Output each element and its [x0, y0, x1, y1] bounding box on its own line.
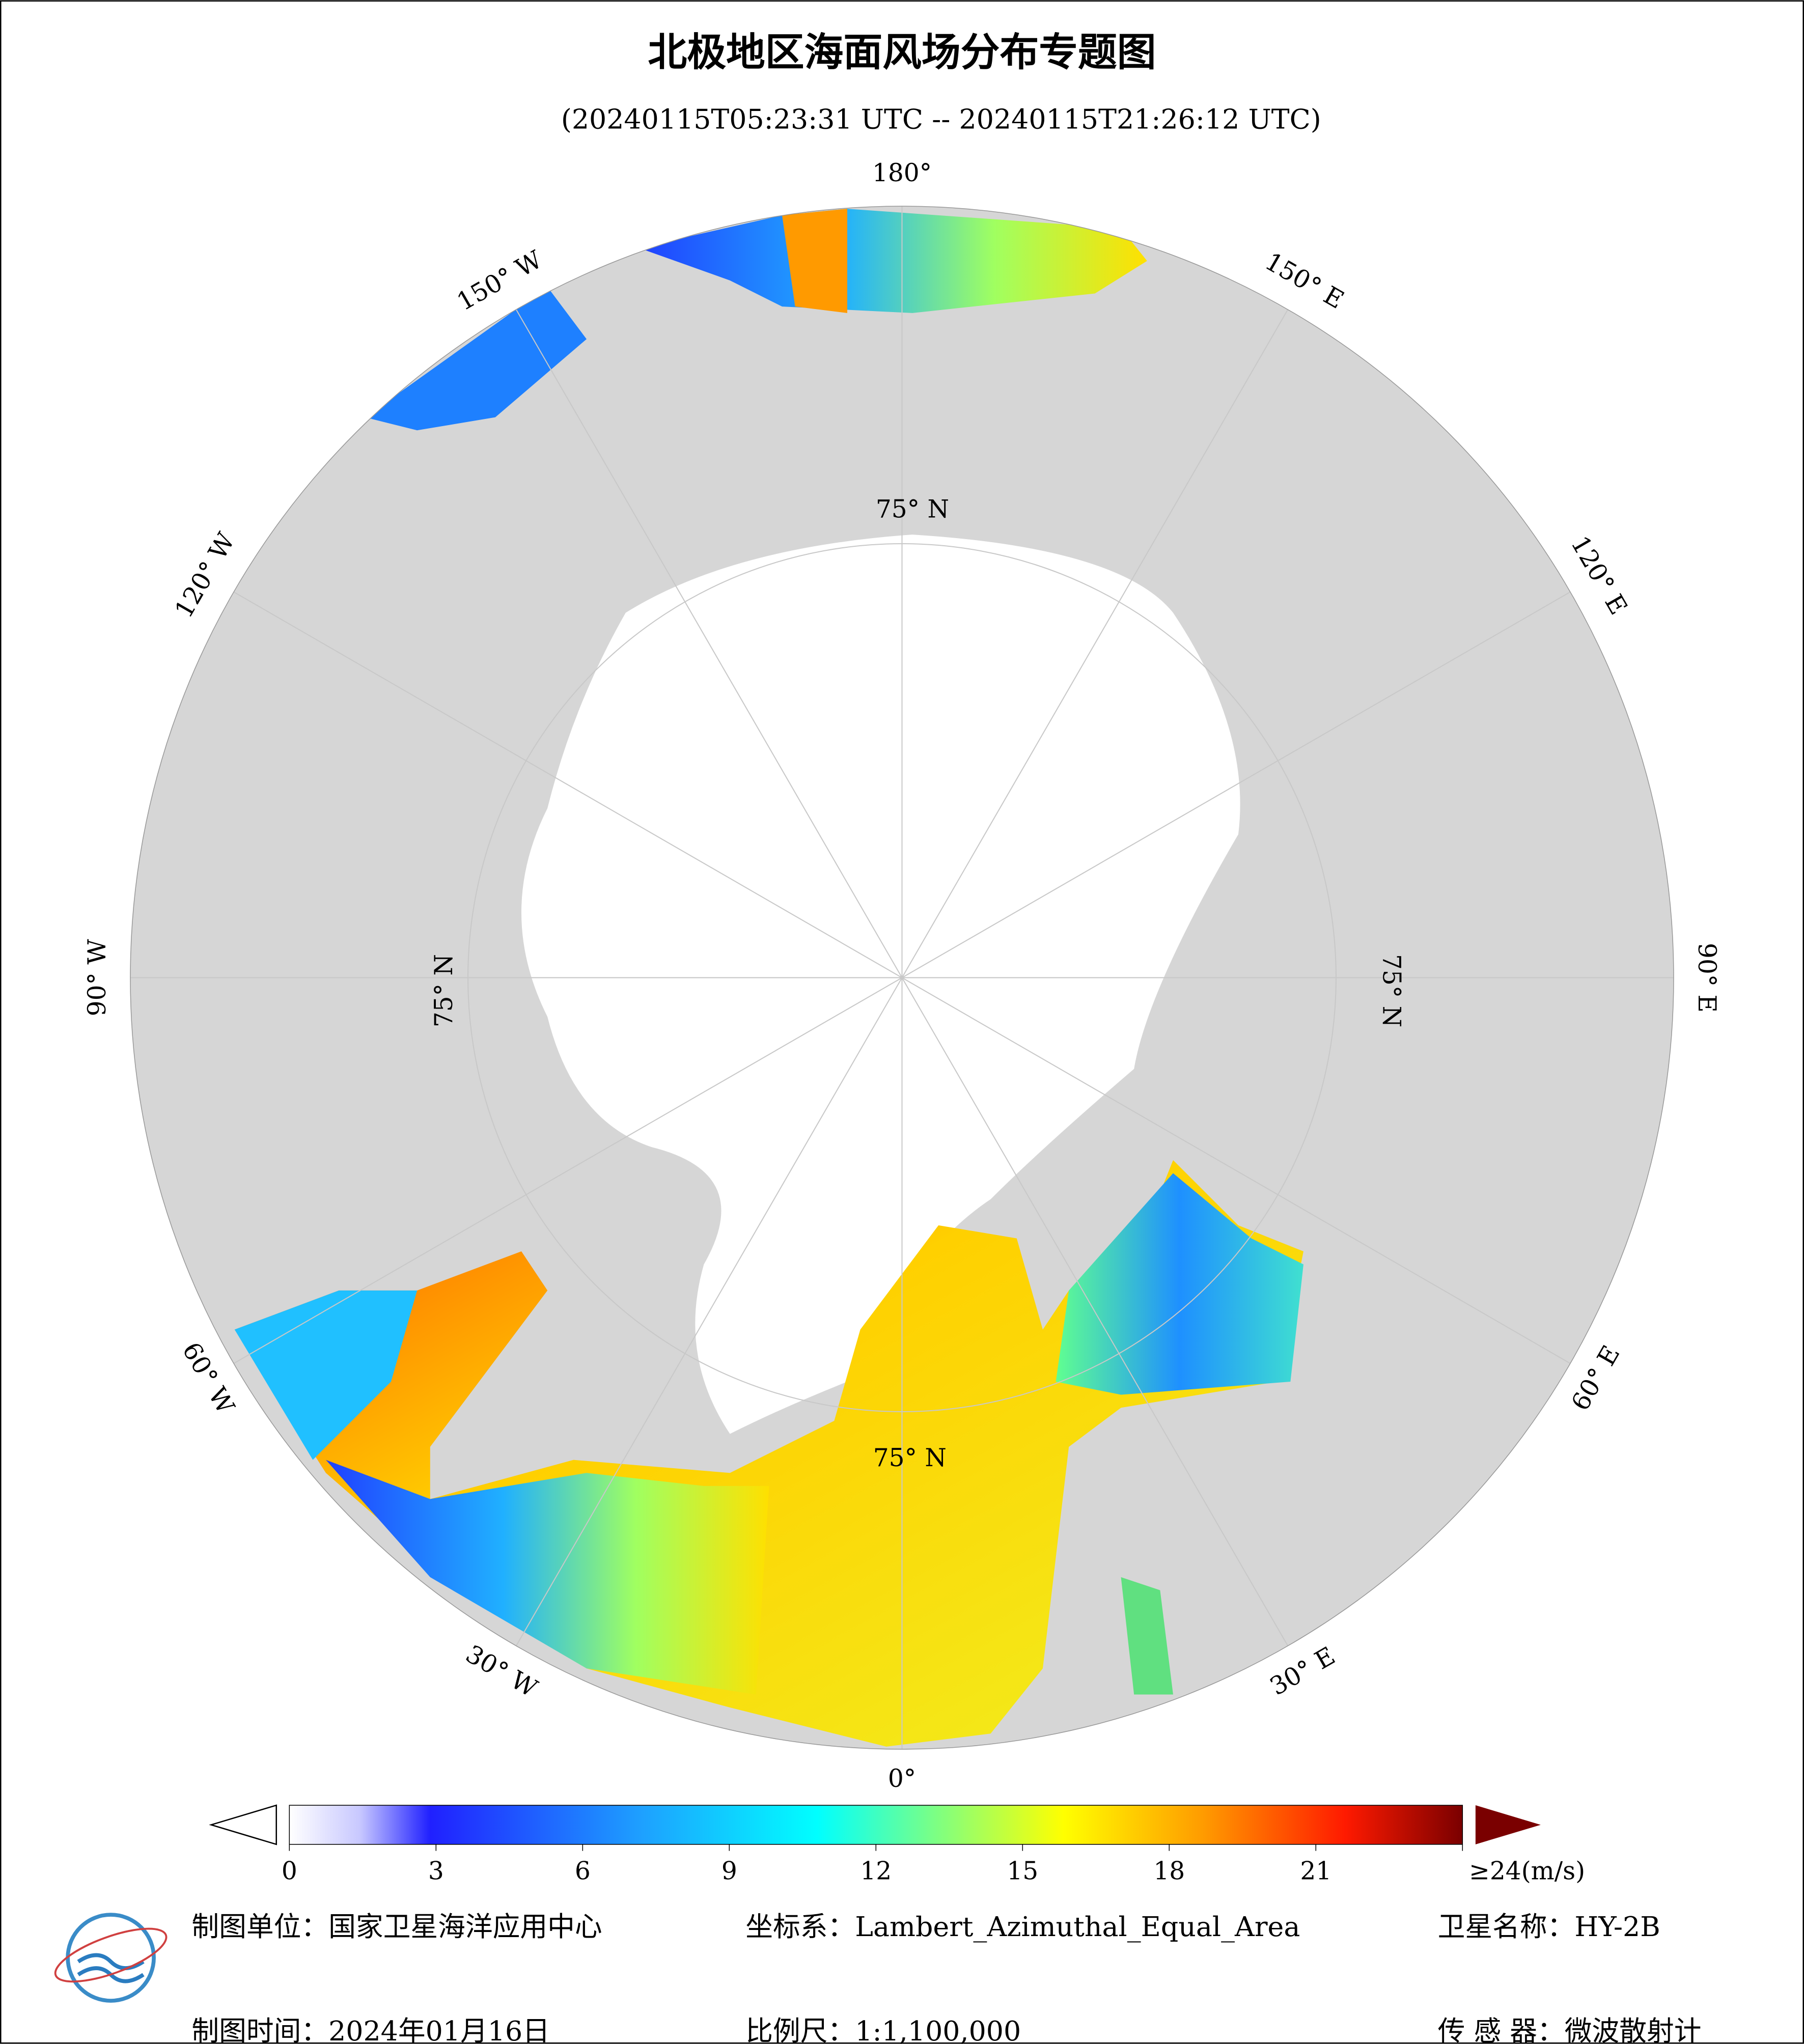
producer: 制图单位：国家卫星海洋应用中心 — [191, 1911, 602, 1943]
footer: 制图单位：国家卫星海洋应用中心 制图时间：2024年01月16日 坐标系：Lam… — [54, 1911, 1702, 2044]
colorbar-over — [1475, 1805, 1541, 1844]
colorbar-tick-label: 6 — [575, 1857, 591, 1886]
map-date: 制图时间：2024年01月16日 — [191, 2015, 550, 2044]
latitude-label: 75° N — [1377, 954, 1405, 1027]
graticule-meridians — [130, 206, 1674, 1749]
satellite: 卫星名称：HY-2B — [1438, 1911, 1660, 1943]
latitude-label: 75° N — [430, 954, 458, 1027]
colorbar-tick-label: 3 — [428, 1857, 444, 1886]
meridian — [233, 591, 903, 978]
meridian — [901, 977, 1289, 1646]
projection: 坐标系：Lambert_Azimuthal_Equal_Area — [745, 1911, 1300, 1943]
colorbar-tick-label: ≥24(m/s) — [1469, 1857, 1585, 1886]
latitude-label: 75° N — [876, 495, 949, 523]
latitude-label: 75° N — [873, 1444, 947, 1472]
colorbar-tick-label: 0 — [282, 1857, 297, 1886]
wind-swath-alaska — [365, 287, 587, 431]
wind-swath-greenland-sea — [325, 1460, 769, 1695]
colorbar-tick-label: 12 — [860, 1857, 892, 1886]
logo — [66, 1913, 156, 2003]
colorbar-tick-label: 9 — [721, 1857, 737, 1886]
meridian — [901, 309, 1289, 978]
wind-swath-baltic — [1121, 1577, 1173, 1695]
subtitle: (20240115T05:23:31 UTC -- 20240115T21:26… — [561, 103, 1321, 135]
map-border — [130, 206, 1674, 1750]
longitude-label: 180° — [872, 159, 932, 187]
wind-swath-barents — [1056, 1173, 1303, 1395]
meridian — [515, 977, 903, 1646]
longitude-label: 0° — [888, 1765, 916, 1793]
meridian — [901, 977, 1571, 1364]
wind-swath-bering-strong — [782, 209, 847, 313]
colorbar-bar — [289, 1805, 1463, 1845]
wind-swath-bering — [639, 209, 1147, 313]
colorbar-under — [209, 1804, 277, 1845]
colorbar-ticks: 0 3 6 9 12 15 18 21 ≥24(m/s) — [282, 1844, 1585, 1886]
colorbar-tick-label: 21 — [1300, 1857, 1331, 1886]
arctic-ocean — [521, 535, 1240, 1434]
longitude-label: 90° W — [83, 939, 112, 1017]
longitude-label: 90° E — [1692, 943, 1721, 1013]
colorbar-tick-label: 15 — [1007, 1857, 1038, 1886]
colorbar-tick-label: 18 — [1153, 1857, 1185, 1886]
colorbar: 0 3 6 9 12 15 18 21 ≥24(m/s) — [209, 1804, 1585, 1886]
title: 北极地区海面风场分布专题图 — [648, 30, 1156, 75]
meridian — [901, 591, 1571, 978]
meridian — [233, 977, 903, 1364]
sensor: 传 感 器：微波散射计 — [1438, 2015, 1702, 2044]
logo-orbit — [54, 1927, 168, 1983]
scale: 比例尺：1:1,100,000 — [745, 2015, 1021, 2044]
meridian — [515, 309, 903, 978]
map — [130, 206, 1674, 1749]
wind-swath-baffin — [234, 1290, 418, 1460]
